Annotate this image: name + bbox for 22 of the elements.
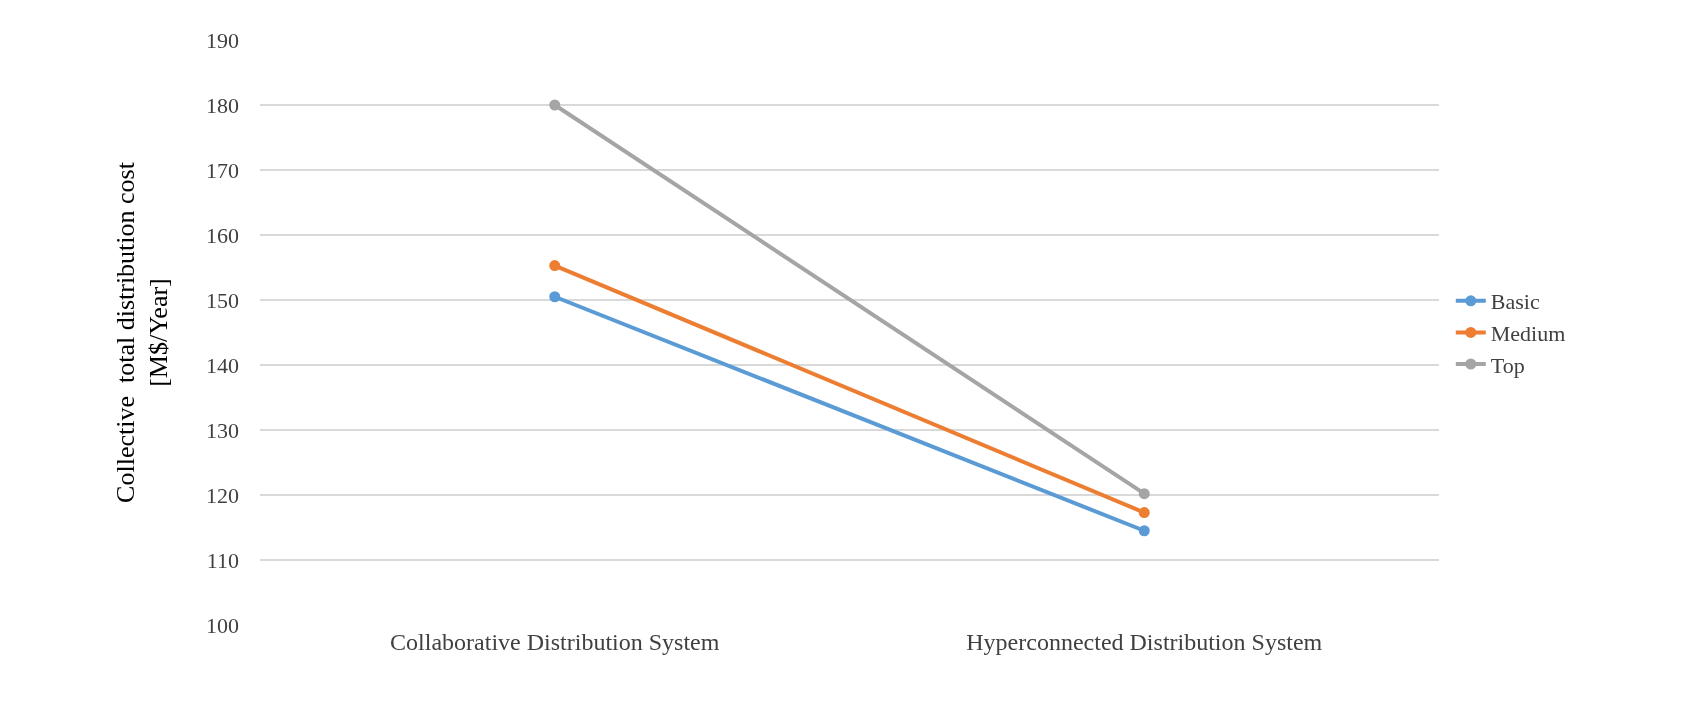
y-tick-label: 160 xyxy=(206,222,239,248)
point xyxy=(1138,507,1150,519)
y-tick-label: 100 xyxy=(206,612,239,638)
y-tick-label: 120 xyxy=(206,482,239,508)
y-axis-title: Collective total distribution cost [M$/Year] xyxy=(110,161,174,503)
point xyxy=(549,291,561,303)
point xyxy=(549,260,561,272)
legend-label: Top xyxy=(1490,352,1525,378)
y-tick-label: 190 xyxy=(206,27,239,53)
y-tick-label: 170 xyxy=(206,157,239,183)
legend-label: Medium xyxy=(1490,320,1566,346)
legend-label: Basic xyxy=(1490,289,1540,315)
y-tick-label: 140 xyxy=(206,352,239,378)
x-tick-label: Collaborative Distribution System xyxy=(390,629,720,655)
x-tick-label: Hyperconnected Distribution System xyxy=(966,629,1323,655)
point xyxy=(549,99,561,111)
point xyxy=(1138,525,1150,537)
point xyxy=(1138,488,1150,500)
y-tick-label: 130 xyxy=(206,417,239,443)
y-tick-label: 150 xyxy=(206,287,239,313)
y-tick-label: 110 xyxy=(206,547,239,573)
y-tick-label: 180 xyxy=(206,92,239,118)
